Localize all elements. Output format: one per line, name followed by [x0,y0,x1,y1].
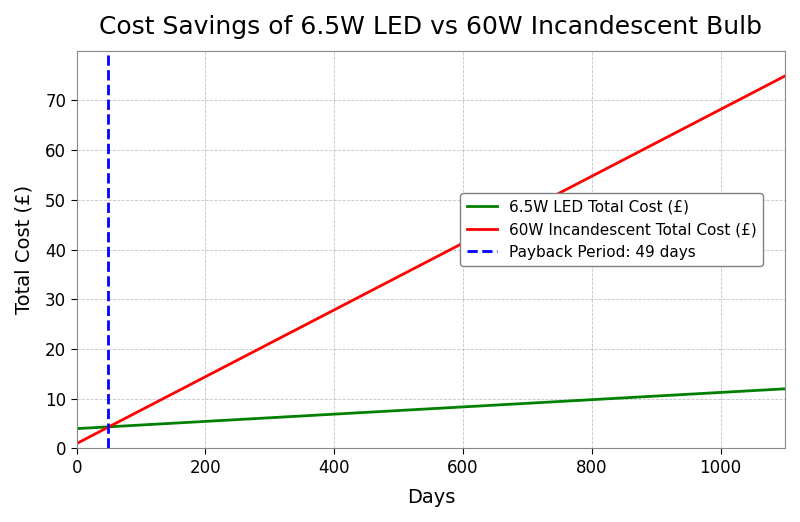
Legend: 6.5W LED Total Cost (£), 60W Incandescent Total Cost (£), Payback Period: 49 day: 6.5W LED Total Cost (£), 60W Incandescen… [461,194,763,266]
6.5W LED Total Cost (£) [72,425,82,432]
6.5W LED Total Cost (£) [398,407,407,413]
60W Incandescent Total Cost (£) [416,262,426,268]
6.5W LED Total Cost (£) [108,423,118,430]
6.5W LED Total Cost (£) [416,406,426,412]
60W Incandescent Total Cost (£) [108,422,118,428]
Title: Cost Savings of 6.5W LED vs 60W Incandescent Bulb: Cost Savings of 6.5W LED vs 60W Incandes… [99,15,762,39]
6.5W LED Total Cost (£) [759,387,769,393]
Y-axis label: Total Cost (£): Total Cost (£) [15,185,34,314]
6.5W LED Total Cost (£) [760,387,770,393]
60W Incandescent Total Cost (£) [630,151,639,157]
60W Incandescent Total Cost (£) [760,84,770,90]
60W Incandescent Total Cost (£) [780,73,790,79]
Payback Period: 49 days: (49, 1): 49 days: (49, 1) [103,441,113,447]
X-axis label: Days: Days [406,488,455,507]
6.5W LED Total Cost (£) [630,394,639,400]
Payback Period: 49 days: (49, 0): 49 days: (49, 0) [103,445,113,452]
60W Incandescent Total Cost (£) [398,271,407,278]
Line: 60W Incandescent Total Cost (£): 60W Incandescent Total Cost (£) [77,76,785,444]
60W Incandescent Total Cost (£) [759,84,769,90]
60W Incandescent Total Cost (£) [72,441,82,447]
6.5W LED Total Cost (£) [780,386,790,392]
Line: 6.5W LED Total Cost (£): 6.5W LED Total Cost (£) [77,389,785,429]
